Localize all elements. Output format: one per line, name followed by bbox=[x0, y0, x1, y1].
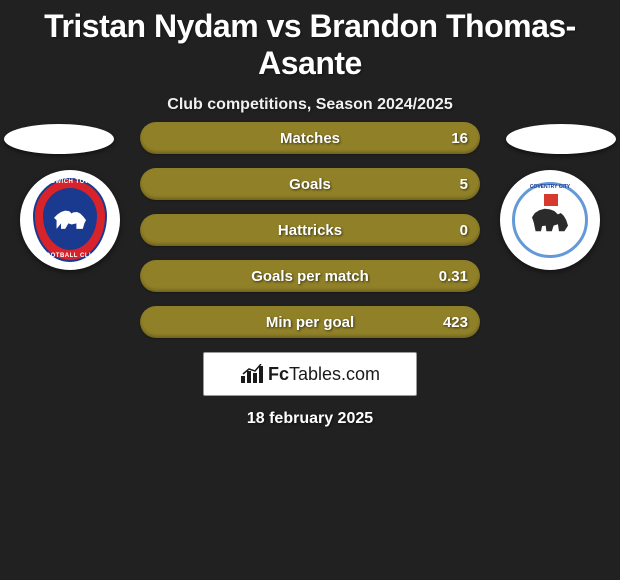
stat-row: Hattricks 0 bbox=[140, 214, 480, 246]
stat-label: Goals bbox=[289, 176, 331, 193]
site-logo: FcTables.com bbox=[203, 352, 417, 396]
stat-value-right: 0.31 bbox=[439, 268, 468, 285]
stat-label: Goals per match bbox=[251, 268, 369, 285]
player-left-placeholder bbox=[4, 124, 114, 154]
stat-label: Min per goal bbox=[266, 314, 354, 331]
stat-value-right: 5 bbox=[460, 176, 468, 193]
player-right-placeholder bbox=[506, 124, 616, 154]
stat-row: Goals per match 0.31 bbox=[140, 260, 480, 292]
stat-value-right: 16 bbox=[451, 130, 468, 147]
stat-label: Hattricks bbox=[278, 222, 342, 239]
stat-value-right: 423 bbox=[443, 314, 468, 331]
club-badge-left: IPSWICH TOWN FOOTBALL CLUB bbox=[20, 170, 120, 270]
ipswich-town-crest-icon: IPSWICH TOWN FOOTBALL CLUB bbox=[33, 178, 107, 262]
stat-row: Goals 5 bbox=[140, 168, 480, 200]
subtitle: Club competitions, Season 2024/2025 bbox=[0, 96, 620, 114]
bar-chart-icon bbox=[240, 364, 264, 384]
site-logo-text: FcTables.com bbox=[268, 364, 380, 385]
stat-label: Matches bbox=[280, 130, 340, 147]
stats-container: Matches 16 Goals 5 Hattricks 0 Goals per match… bbox=[140, 122, 480, 338]
coventry-city-crest-icon: COVENTRY CITY bbox=[510, 180, 590, 260]
date-text: 18 february 2025 bbox=[0, 410, 620, 428]
page-title: Tristan Nydam vs Brandon Thomas-Asante bbox=[0, 0, 620, 82]
stat-value-right: 0 bbox=[460, 222, 468, 239]
stat-row: Min per goal 423 bbox=[140, 306, 480, 338]
stat-row: Matches 16 bbox=[140, 122, 480, 154]
club-badge-right: COVENTRY CITY bbox=[500, 170, 600, 270]
